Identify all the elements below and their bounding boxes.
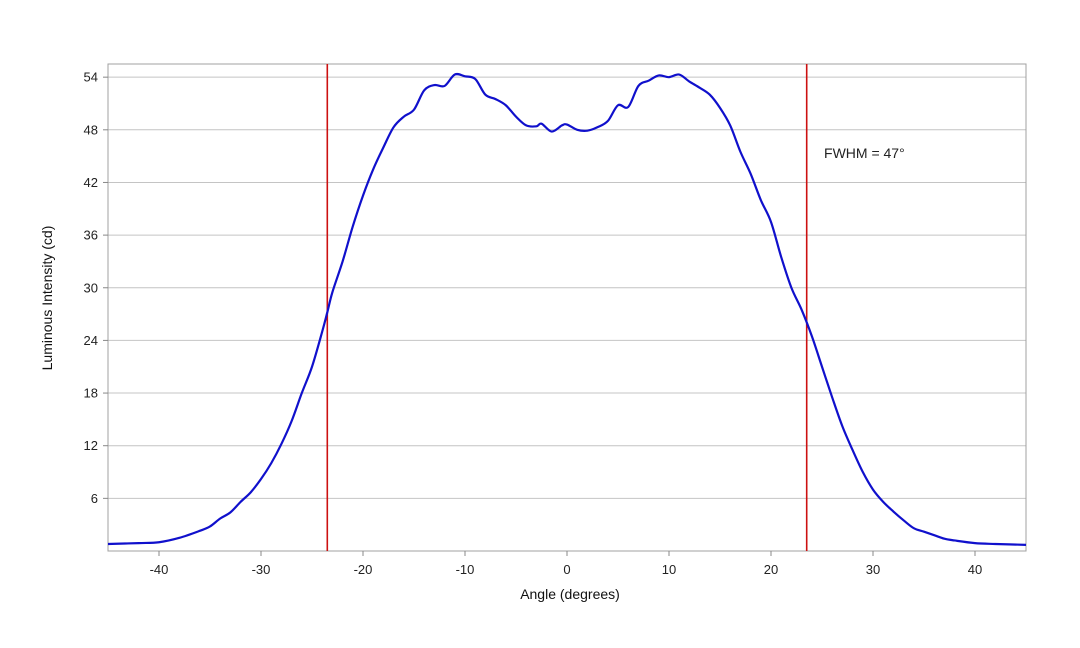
fwhm-annotation: FWHM = 47° xyxy=(824,145,905,161)
x-tick-label: 0 xyxy=(563,562,570,577)
annotations: FWHM = 47° xyxy=(824,145,905,161)
gridlines xyxy=(108,76,1026,499)
y-tick-label: 54 xyxy=(84,70,98,85)
x-tick-label: 40 xyxy=(968,562,982,577)
x-tick-label: -10 xyxy=(456,562,475,577)
y-tick-label: 18 xyxy=(84,386,98,401)
x-tick-label: -30 xyxy=(252,562,271,577)
y-tick-label: 6 xyxy=(91,491,98,506)
y-tick-label: 12 xyxy=(84,438,98,453)
x-axis-ticks: -40 -30 -20 -10 0 10 20 30 40 xyxy=(150,551,982,577)
x-tick-label: 20 xyxy=(764,562,778,577)
y-tick-label: 42 xyxy=(84,175,98,190)
y-tick-label: 36 xyxy=(84,228,98,243)
x-axis-title: Angle (degrees) xyxy=(520,586,620,602)
plot-background xyxy=(108,64,1026,551)
x-tick-label: 10 xyxy=(662,562,676,577)
series-group xyxy=(107,72,1027,546)
y-axis-title: Luminous Intensity (cd) xyxy=(39,226,55,371)
intensity-curve xyxy=(107,72,1027,546)
fwhm-markers xyxy=(326,64,808,551)
x-tick-label: -40 xyxy=(150,562,169,577)
x-tick-label: 30 xyxy=(866,562,880,577)
y-tick-label: 30 xyxy=(84,280,98,295)
y-axis-ticks: 6 12 18 24 30 36 42 48 54 xyxy=(84,70,108,506)
y-tick-label: 24 xyxy=(84,333,98,348)
y-tick-label: 48 xyxy=(84,122,98,137)
x-tick-label: -20 xyxy=(354,562,373,577)
